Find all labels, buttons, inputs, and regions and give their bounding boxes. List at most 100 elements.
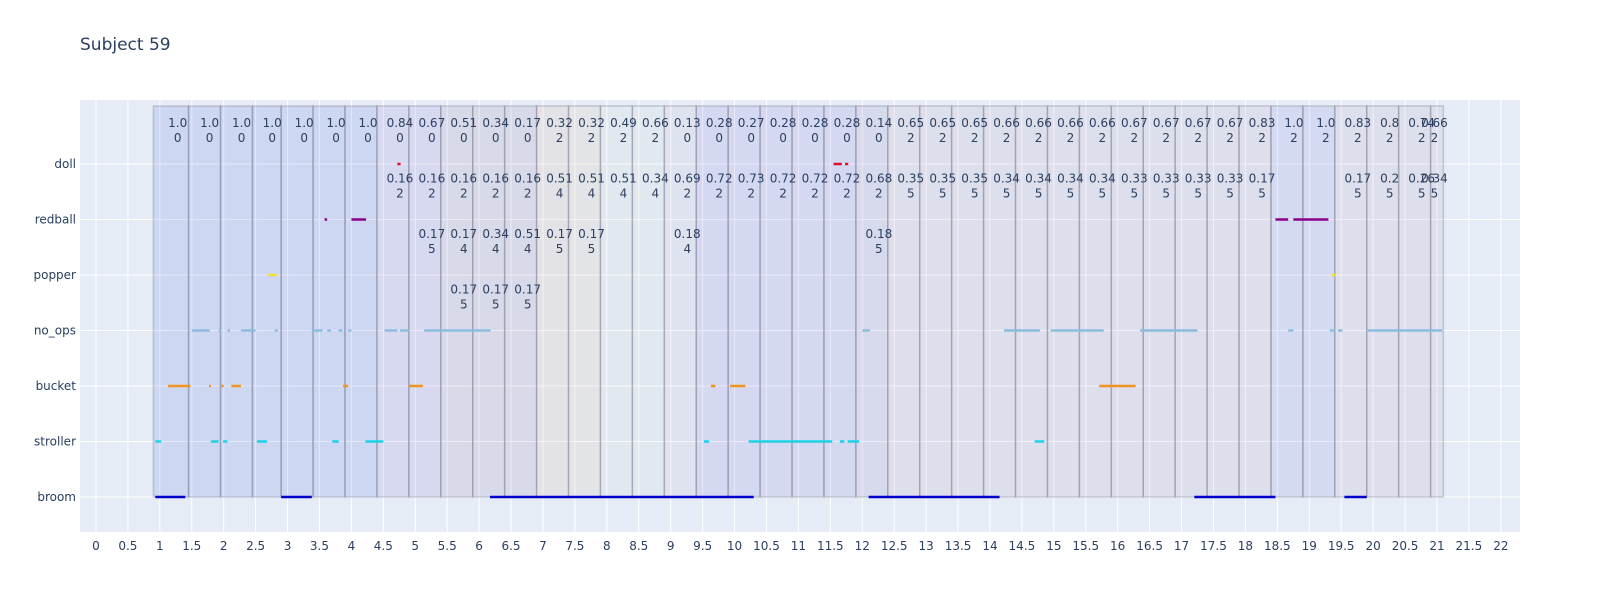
- annotation-value: 0.17: [418, 227, 445, 241]
- window-rect: [695, 105, 729, 498]
- annotation-value: 0.67: [1217, 116, 1244, 130]
- annotation-value: 0.33: [1121, 172, 1148, 186]
- annotation-value: 0.69: [674, 172, 701, 186]
- annotation-label: 0: [460, 131, 468, 145]
- annotation-label: 2: [1003, 131, 1011, 145]
- annotation-label: 2: [1290, 131, 1298, 145]
- annotation-label: 5: [875, 242, 883, 256]
- annotation-value: 0.28: [802, 116, 829, 130]
- annotation-value: 0.33: [1185, 172, 1212, 186]
- x-tick-label: 0.5: [118, 539, 137, 553]
- activity-segments: [155, 162, 1443, 499]
- y-tick-label: no_ops: [34, 324, 76, 338]
- annotation-value: 1.0: [295, 116, 314, 130]
- x-tick-label: 17.5: [1200, 539, 1227, 553]
- annotation-label: 4: [524, 242, 532, 256]
- annotation-value: 0.65: [897, 116, 924, 130]
- annotation-value: 0.16: [418, 172, 445, 186]
- annotation-label: 5: [1418, 187, 1426, 201]
- annotation-value: 0.72: [706, 172, 733, 186]
- x-tick-label: 14: [982, 539, 997, 553]
- annotation-label: 0: [492, 131, 500, 145]
- annotation-value: 0.35: [897, 172, 924, 186]
- annotation-label: 2: [939, 131, 947, 145]
- annotation-label: 2: [588, 131, 596, 145]
- annotation-value: 0.67: [1185, 116, 1212, 130]
- annotation-label: 5: [1194, 187, 1202, 201]
- annotation-label: 0: [715, 131, 723, 145]
- annotation-label: 0: [875, 131, 883, 145]
- annotation-value: 0.65: [929, 116, 956, 130]
- window-rect: [219, 105, 254, 498]
- annotation-value: 0.72: [802, 172, 829, 186]
- x-tick-label: 15: [1046, 539, 1061, 553]
- annotation-value: 0.51: [610, 172, 637, 186]
- x-tick-label: 13.5: [945, 539, 972, 553]
- x-tick-label: 13: [918, 539, 933, 553]
- annotation-label: 5: [460, 298, 468, 312]
- annotation-value: 0.67: [1153, 116, 1180, 130]
- annotation-label: 5: [1354, 187, 1362, 201]
- annotation-value: 0.67: [1121, 116, 1148, 130]
- window-rect: [727, 105, 761, 498]
- annotation-label: 0: [428, 131, 436, 145]
- y-tick-label: popper: [33, 268, 76, 282]
- window-rect: [567, 105, 602, 498]
- gridlines: [80, 100, 1520, 532]
- window-rect: [440, 105, 474, 498]
- annotation-value: 0.34: [482, 227, 509, 241]
- window-rect: [1238, 105, 1272, 498]
- window-rect: [152, 105, 190, 498]
- annotation-value: 0.72: [770, 172, 797, 186]
- annotation-label: 2: [428, 187, 436, 201]
- x-tick-label: 20: [1365, 539, 1380, 553]
- annotation-label: 5: [428, 242, 436, 256]
- annotation-label: 2: [1386, 131, 1394, 145]
- window-rect: [535, 105, 570, 498]
- window-rect: [791, 105, 825, 498]
- window-rect: [1334, 105, 1368, 498]
- x-tick-label: 19.5: [1328, 539, 1355, 553]
- annotation-label: 0: [683, 131, 691, 145]
- annotation-label: 0: [332, 131, 340, 145]
- window-rect: [1078, 105, 1113, 498]
- annotation-value: 0.66: [1089, 116, 1116, 130]
- x-tick-label: 21.5: [1456, 539, 1483, 553]
- annotation-label: 2: [1258, 131, 1266, 145]
- x-tick-label: 17: [1174, 539, 1189, 553]
- annotation-value: 0.66: [1057, 116, 1084, 130]
- window-rect: [1206, 105, 1240, 498]
- x-tick-label: 1: [156, 539, 164, 553]
- annotation-label: 5: [1386, 187, 1394, 201]
- x-tick-label: 10: [727, 539, 742, 553]
- annotation-label: 2: [1099, 131, 1107, 145]
- annotation-value: 1.0: [168, 116, 187, 130]
- x-tick-label: 20.5: [1392, 539, 1419, 553]
- annotation-value: 0.34: [1057, 172, 1084, 186]
- annotation-value: 1.0: [232, 116, 251, 130]
- annotation-label: 5: [1130, 187, 1138, 201]
- x-tick-label: 15.5: [1072, 539, 1099, 553]
- annotation-label: 0: [174, 131, 182, 145]
- y-tick-label: redball: [35, 213, 76, 227]
- y-axis-ticks: broom stroller bucket no_ops popper redball do…: [33, 157, 76, 504]
- annotation-value: 0.17: [546, 227, 573, 241]
- x-tick-label: 2.5: [246, 539, 265, 553]
- annotation-label: 2: [907, 131, 915, 145]
- x-tick-label: 22: [1493, 539, 1508, 553]
- window-rect: [471, 105, 506, 498]
- x-tick-label: 0: [92, 539, 100, 553]
- annotation-label: 0: [811, 131, 819, 145]
- annotation-value: 0.34: [993, 172, 1020, 186]
- annotation-label: 0: [524, 131, 532, 145]
- window-shading: [152, 105, 1445, 498]
- annotation-value: 0.72: [834, 172, 861, 186]
- annotation-value: 0.67: [418, 116, 445, 130]
- annotation-value: 1.0: [263, 116, 282, 130]
- x-tick-label: 18.5: [1264, 539, 1291, 553]
- annotation-label: 2: [1035, 131, 1043, 145]
- window-rect: [599, 105, 634, 498]
- window-rect: [1397, 105, 1432, 498]
- annotation-value: 0.17: [450, 283, 477, 297]
- annotation-value: 0.49: [610, 116, 637, 130]
